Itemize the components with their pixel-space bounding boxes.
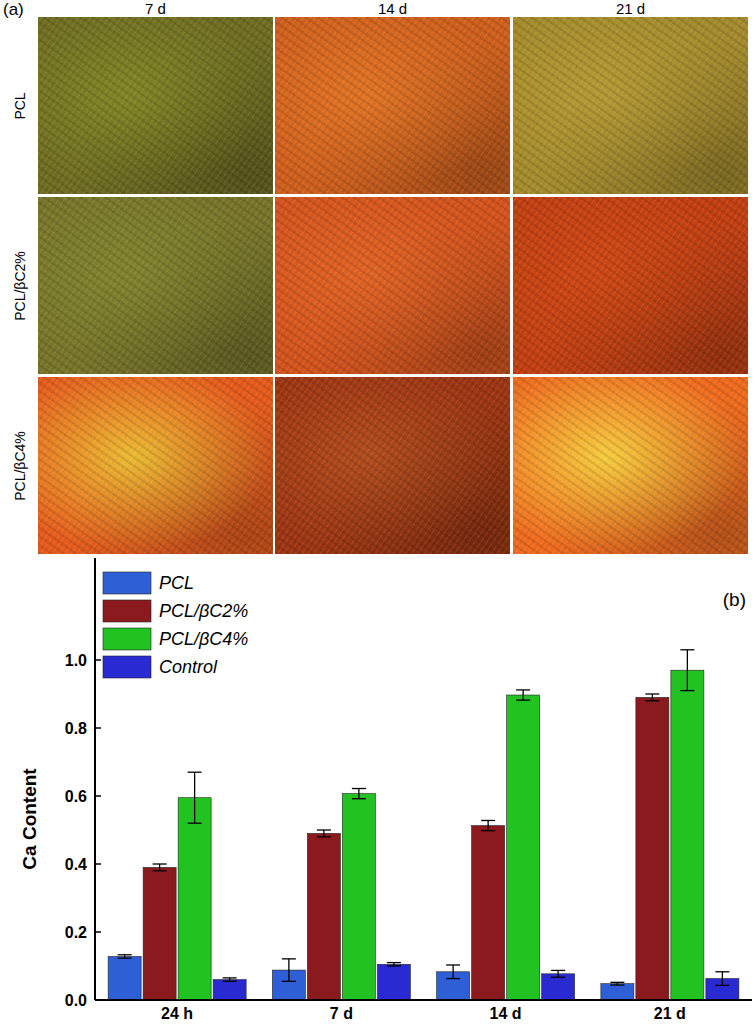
chart: 0.00.20.40.60.81.024 h7 d14 d21 dCa Cont… — [0, 0, 755, 1025]
micrograph — [513, 17, 748, 194]
micrograph — [275, 377, 510, 554]
x-tick-label: 14 d — [490, 1005, 522, 1022]
error-bar — [153, 864, 167, 871]
legend-label: Control — [159, 657, 218, 677]
bar — [342, 794, 375, 1000]
bar — [472, 826, 505, 1000]
x-tick-label: 21 d — [654, 1005, 686, 1022]
error-bar — [223, 978, 237, 981]
error-bar — [317, 830, 331, 837]
legend-label: PCL/βC4% — [159, 629, 248, 649]
bar — [542, 974, 575, 1000]
micrograph — [275, 17, 510, 194]
row-label: PCL — [12, 92, 28, 119]
panel-label: (a) — [3, 0, 24, 20]
y-tick-label: 0.2 — [65, 924, 87, 941]
y-axis-label: Ca Content — [19, 768, 40, 870]
legend-swatch — [103, 572, 151, 594]
column-label: 21 d — [513, 0, 748, 17]
legend-swatch — [103, 600, 151, 622]
error-bar — [551, 970, 565, 977]
column-label: 7 d — [38, 0, 273, 17]
bar — [671, 670, 704, 1000]
micrograph — [38, 197, 273, 374]
error-bar — [118, 955, 132, 958]
x-tick-label: 7 d — [330, 1005, 353, 1022]
panel-label: (b) — [723, 589, 746, 610]
column-label: 14 d — [275, 0, 510, 17]
error-bar — [516, 690, 530, 700]
bar — [601, 984, 634, 1000]
y-axis — [94, 558, 96, 1000]
error-bar — [610, 982, 624, 985]
bar — [108, 956, 141, 1000]
error-bar — [481, 820, 495, 830]
bars — [108, 650, 739, 1000]
y-tick-label: 0.8 — [65, 720, 87, 737]
error-bar — [446, 965, 460, 979]
error-bar — [387, 963, 401, 966]
x-axis — [95, 999, 752, 1001]
bar — [178, 798, 211, 1000]
figure: (a)7 d14 d21 dPCLPCL/βC2%PCL/βC4%0.00.20… — [0, 0, 755, 1025]
y-tick-label: 0.4 — [65, 856, 87, 873]
micrograph — [513, 377, 748, 554]
legend-swatch — [103, 628, 151, 650]
legend-label: PCL/βC2% — [159, 601, 248, 621]
bar — [143, 867, 176, 1000]
bar — [507, 695, 540, 1000]
legend-swatch — [103, 656, 151, 678]
error-bar — [352, 789, 366, 799]
micrograph — [513, 197, 748, 374]
error-bar — [715, 972, 729, 986]
y-tick-label: 0.0 — [65, 992, 87, 1009]
y-tick-label: 0.6 — [65, 788, 87, 805]
row-label: PCL/βC2% — [12, 251, 28, 321]
x-tick-label: 24 h — [161, 1005, 193, 1022]
micrograph — [38, 377, 273, 554]
y-tick-label: 1.0 — [65, 652, 87, 669]
bar — [307, 833, 340, 1000]
bar — [213, 980, 246, 1000]
micrograph — [38, 17, 273, 194]
error-bar — [645, 694, 659, 701]
legend-label: PCL — [159, 573, 194, 593]
error-bar — [680, 650, 694, 691]
row-label: PCL/βC4% — [12, 431, 28, 501]
error-bar — [188, 772, 202, 823]
error-bar — [282, 959, 296, 981]
bar — [377, 964, 410, 1000]
micrograph — [275, 197, 510, 374]
bar — [636, 697, 669, 1000]
